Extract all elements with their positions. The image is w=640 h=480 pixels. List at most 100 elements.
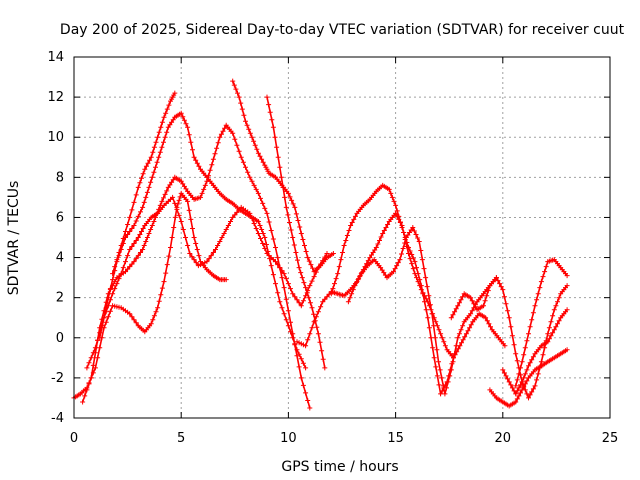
data-point [462, 334, 468, 340]
data-point [508, 324, 514, 330]
data-point [257, 223, 263, 228]
data-point [445, 379, 451, 385]
data-point [298, 270, 304, 276]
data-point [307, 300, 313, 306]
data-point [230, 130, 236, 136]
data-point [253, 186, 259, 192]
data-point [521, 352, 527, 358]
series-sat-d [97, 110, 309, 371]
data-point [418, 248, 424, 253]
data-point [190, 226, 195, 231]
data-point [275, 290, 281, 296]
data-point [178, 219, 184, 224]
data-point [546, 325, 552, 331]
data-point [131, 199, 137, 205]
data-point [222, 125, 228, 131]
data-point [180, 114, 186, 120]
data-point [170, 194, 176, 200]
data-point [548, 319, 554, 325]
data-point [421, 266, 427, 272]
data-point [415, 235, 421, 241]
data-point [484, 293, 490, 299]
data-point [292, 204, 298, 210]
data-point [423, 275, 429, 281]
data-point [530, 386, 536, 392]
data-point [255, 150, 261, 156]
data-point [448, 315, 454, 321]
data-point [518, 390, 523, 396]
data-point [131, 317, 137, 323]
data-point [527, 360, 533, 366]
data-point [148, 154, 154, 160]
data-point [144, 189, 150, 195]
data-point [86, 360, 92, 366]
data-point [516, 371, 522, 377]
data-point [127, 247, 133, 252]
data-point [140, 204, 146, 210]
data-point [412, 259, 418, 265]
data-point [415, 271, 421, 277]
data-point [281, 285, 287, 291]
data-point [275, 262, 281, 268]
data-point [200, 261, 206, 267]
data-point [431, 355, 437, 361]
data-point [140, 226, 146, 231]
data-point [386, 186, 392, 192]
data-point [467, 325, 473, 331]
data-point [228, 219, 233, 224]
data-point [141, 199, 147, 205]
data-point [158, 124, 164, 130]
data-point [524, 378, 530, 384]
data-point [230, 78, 236, 84]
data-point [183, 235, 188, 240]
data-point [207, 167, 213, 173]
data-point [303, 390, 309, 396]
data-point [401, 230, 407, 235]
data-point [302, 243, 307, 248]
data-point [309, 278, 315, 284]
data-point [306, 258, 312, 264]
data-point [219, 235, 225, 240]
data-point [238, 100, 244, 106]
axis-ticks [73, 56, 611, 419]
data-point [340, 250, 345, 255]
data-point [214, 145, 220, 151]
data-point [550, 313, 556, 319]
data-point [433, 364, 439, 370]
series-trace [296, 211, 506, 360]
data-point [193, 241, 199, 246]
data-point [436, 359, 441, 365]
data-point [186, 132, 192, 138]
data-point [260, 241, 266, 246]
data-point [399, 251, 404, 257]
data-point [381, 228, 387, 233]
data-point [129, 226, 135, 231]
data-point [526, 331, 531, 337]
data-point [127, 311, 133, 317]
data-point [444, 385, 449, 391]
data-point [220, 128, 226, 134]
y-tick-label: 12 [47, 90, 64, 105]
data-point [463, 331, 469, 337]
data-point [352, 213, 358, 219]
data-point [538, 279, 544, 285]
data-point [347, 295, 353, 301]
data-point [196, 253, 202, 259]
data-point [431, 323, 437, 329]
data-point [137, 180, 143, 186]
data-point [129, 207, 135, 213]
data-point [140, 247, 146, 252]
data-point [378, 234, 384, 240]
data-point [514, 388, 520, 394]
data-point [383, 225, 389, 230]
data-point [260, 159, 266, 165]
data-point [177, 194, 183, 200]
data-point [151, 169, 157, 175]
data-point [139, 175, 144, 181]
data-point [212, 151, 218, 157]
data-point [522, 345, 528, 351]
data-point [513, 351, 519, 357]
series-sat-n [500, 307, 570, 397]
data-point [399, 225, 405, 230]
plot-frame [73, 56, 611, 419]
